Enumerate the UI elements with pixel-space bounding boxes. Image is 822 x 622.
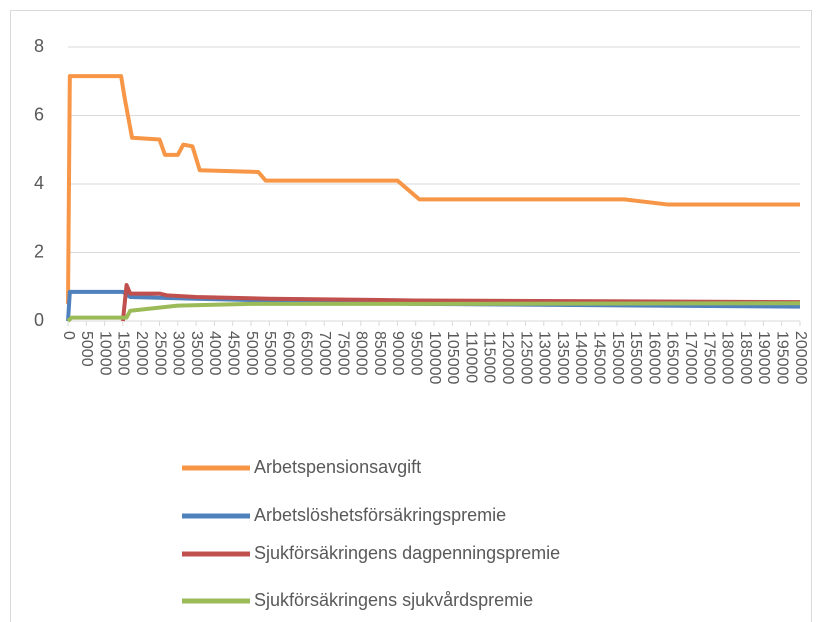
- x-tick-label: 135000: [554, 331, 571, 384]
- x-tick-label: 10000: [96, 331, 113, 376]
- x-tick-label: 150000: [609, 331, 626, 384]
- x-tick-label: 55000: [261, 331, 278, 376]
- x-tick-label: 140000: [572, 331, 589, 384]
- x-tick-label: 160000: [645, 331, 662, 384]
- x-tick-label: 100000: [426, 331, 443, 384]
- x-tick-label: 70000: [316, 331, 333, 376]
- x-tick-label: 120000: [499, 331, 516, 384]
- x-tick-label: 185000: [737, 331, 754, 384]
- x-tick-label: 20000: [133, 331, 150, 376]
- x-tick-label: 80000: [353, 331, 370, 376]
- x-tick-label: 85000: [371, 331, 388, 376]
- legend-label: Arbetspensionsavgift: [254, 457, 421, 477]
- x-tick-label: 60000: [279, 331, 296, 376]
- x-tick-label: 155000: [627, 331, 644, 384]
- x-tick-label: 190000: [755, 331, 772, 384]
- x-tick-label: 65000: [298, 331, 315, 376]
- x-tick-label: 130000: [536, 331, 553, 384]
- y-tick-label: 4: [34, 173, 44, 193]
- x-tick-label: 15000: [115, 331, 132, 376]
- legend-label: Sjukförsäkringens sjukvårdspremie: [254, 590, 533, 610]
- y-tick-label: 0: [34, 310, 44, 330]
- series-line: [120, 283, 801, 322]
- x-tick-label: 180000: [719, 331, 736, 384]
- x-tick-label: 95000: [407, 331, 424, 376]
- x-tick-label: 0: [60, 331, 77, 340]
- x-tick-label: 5000: [78, 331, 95, 367]
- x-tick-label: 75000: [334, 331, 351, 376]
- x-tick-label: 110000: [462, 331, 479, 383]
- legend-label: Arbetslöshetsförsäkringspremie: [254, 505, 506, 525]
- y-tick-label: 2: [34, 241, 44, 261]
- x-tick-label: 115000: [481, 331, 498, 383]
- y-tick-label: 8: [34, 36, 44, 56]
- series-line: [66, 301, 801, 323]
- x-tick-label: 40000: [206, 331, 223, 376]
- x-tick-label: 170000: [682, 331, 699, 384]
- x-tick-label: 25000: [151, 331, 168, 376]
- x-tick-label: 145000: [590, 331, 607, 384]
- x-tick-label: 45000: [224, 331, 241, 376]
- x-tick-label: 90000: [389, 331, 406, 376]
- x-tick-label: 125000: [517, 331, 534, 384]
- x-tick-label: 200000: [792, 331, 809, 384]
- x-tick-label: 195000: [773, 331, 790, 384]
- x-tick-label: 175000: [700, 331, 717, 384]
- x-tick-label: 30000: [170, 331, 187, 376]
- x-tick-label: 165000: [664, 331, 681, 384]
- x-tick-label: 50000: [243, 331, 260, 376]
- series-line: [66, 74, 800, 304]
- x-tick-label: 35000: [188, 331, 205, 376]
- y-tick-label: 6: [34, 104, 44, 124]
- x-tick-label: 105000: [444, 331, 461, 384]
- legend-label: Sjukförsäkringens dagpenningspremie: [254, 543, 560, 563]
- chart-frame: [10, 10, 812, 622]
